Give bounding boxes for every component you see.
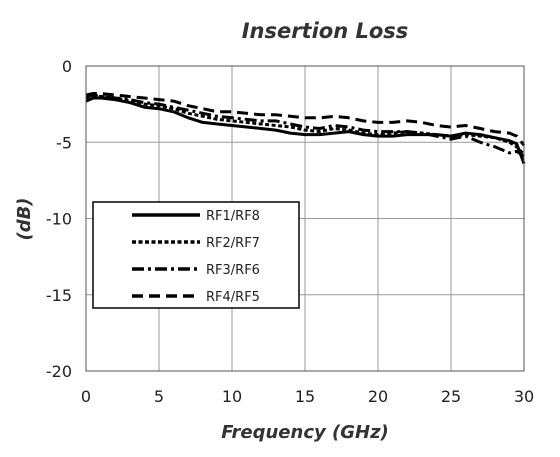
x-tick-label: 25 (441, 387, 461, 406)
series-lines (85, 92, 526, 165)
y-tick-label: -5 (56, 133, 72, 152)
x-tick-label: 10 (222, 387, 242, 406)
y-tick-label: -15 (46, 286, 72, 305)
legend: RF1/RF8 RF2/RF7 RF3/RF6 RF4/RF5 (92, 201, 300, 309)
plot-area (85, 65, 525, 372)
legend-label: RF2/RF7 (206, 236, 260, 251)
x-tick-label: 0 (81, 387, 91, 406)
x-tick-label: 15 (295, 387, 315, 406)
legend-label: RF3/RF6 (206, 263, 260, 278)
x-tick-label: 20 (368, 387, 388, 406)
series-line-rf2-rf7 (85, 95, 526, 156)
y-tick-label: -10 (46, 210, 72, 229)
x-tick-label: 30 (514, 387, 534, 406)
x-axis-title: Frequency (GHz) (221, 422, 389, 443)
x-tick-label: 5 (154, 387, 164, 406)
y-tick-label: 0 (62, 57, 72, 76)
y-axis-title: (dB) (14, 197, 35, 240)
legend-box (92, 201, 300, 309)
chart-title: Insertion Loss (242, 19, 409, 43)
y-tick-label: -20 (46, 362, 72, 381)
legend-label: RF4/RF5 (206, 290, 260, 305)
series-line-rf4-rf5 (85, 92, 526, 147)
y-tick-labels: 0 -5 -10 -15 -20 (46, 57, 72, 381)
legend-label: RF1/RF8 (206, 209, 260, 224)
series-line-rf3-rf6 (85, 93, 525, 158)
x-tick-labels: 0 5 10 15 20 25 30 (81, 387, 534, 406)
